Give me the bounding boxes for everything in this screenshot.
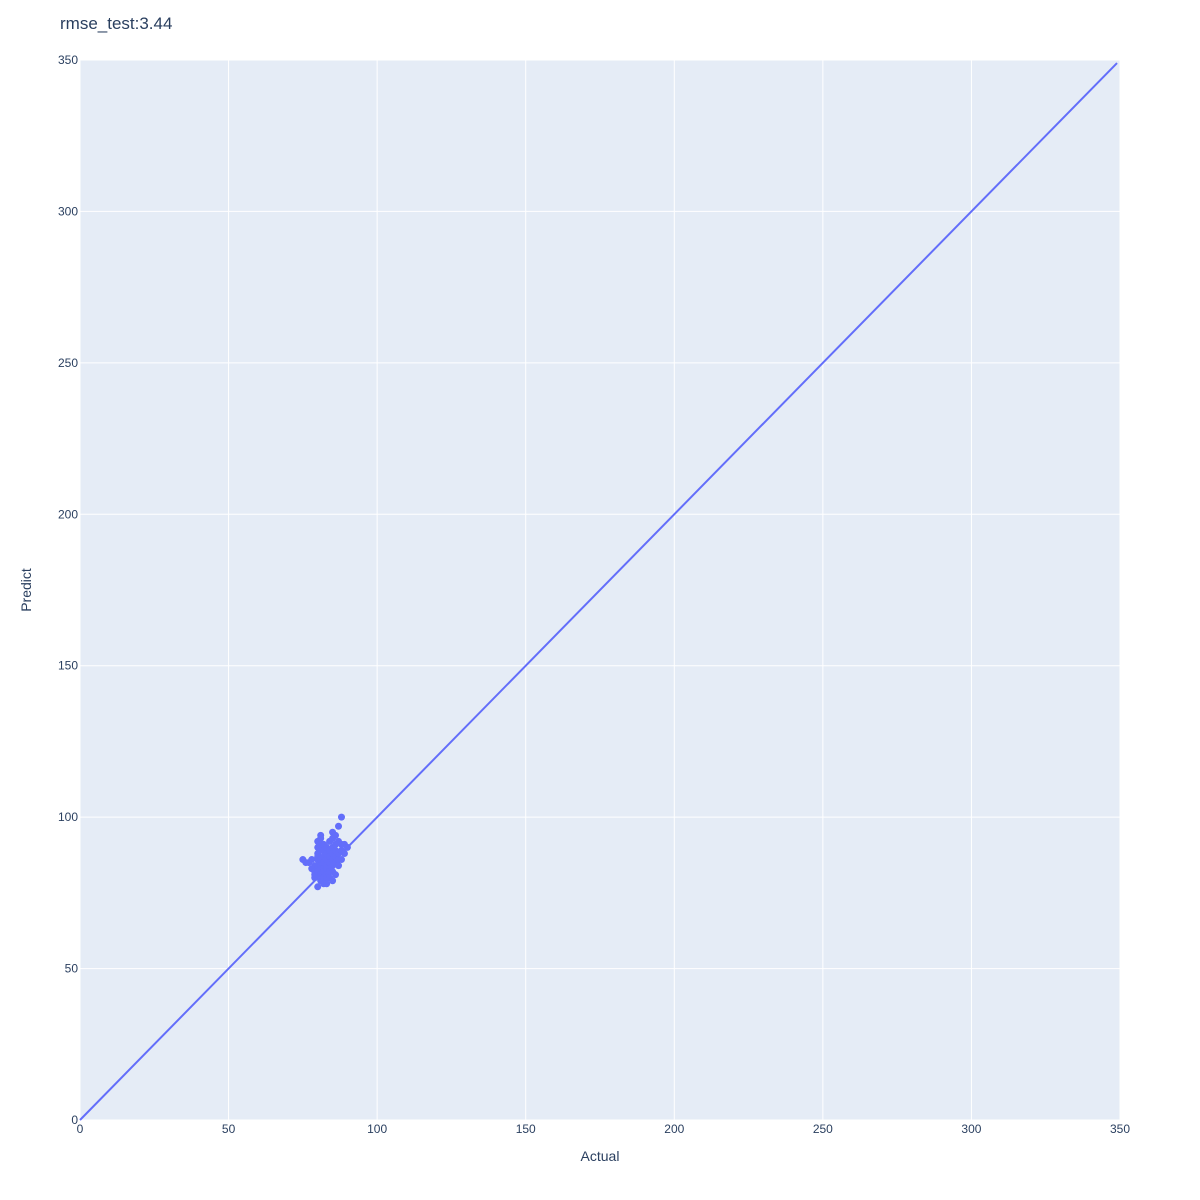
y-tick-label: 200 bbox=[58, 507, 78, 521]
y-tick-label: 350 bbox=[58, 53, 78, 67]
scatter-point[interactable] bbox=[311, 874, 319, 882]
reference-line-layer bbox=[79, 62, 1118, 1121]
y-tick-label: 0 bbox=[71, 1113, 78, 1127]
scatter-point[interactable] bbox=[337, 813, 345, 821]
x-tick-label: 300 bbox=[961, 1122, 981, 1136]
scatter-point[interactable] bbox=[308, 856, 316, 864]
x-tick-label: 50 bbox=[222, 1122, 236, 1136]
scatter-point[interactable] bbox=[332, 831, 340, 839]
x-tick-label: 100 bbox=[367, 1122, 387, 1136]
x-tick-label: 150 bbox=[516, 1122, 536, 1136]
scatter-point[interactable] bbox=[314, 883, 322, 891]
x-tick-label: 250 bbox=[813, 1122, 833, 1136]
x-tick-label: 350 bbox=[1110, 1122, 1130, 1136]
reference-line bbox=[79, 62, 1118, 1121]
scatter-points[interactable] bbox=[299, 813, 351, 891]
scatter-point[interactable] bbox=[335, 862, 343, 870]
y-axis-label: Predict bbox=[18, 568, 34, 612]
scatter-point[interactable] bbox=[343, 843, 351, 851]
chart-title: rmse_test:3.44 bbox=[60, 14, 172, 33]
scatter-point[interactable] bbox=[340, 849, 348, 857]
y-tick-labels: 0 50 100 150 200 250 300 350 bbox=[58, 53, 78, 1127]
y-tick-label: 250 bbox=[58, 356, 78, 370]
scatter-point[interactable] bbox=[335, 822, 343, 830]
scatter-point[interactable] bbox=[323, 880, 331, 888]
scatter-point[interactable] bbox=[337, 856, 345, 864]
y-tick-label: 150 bbox=[58, 659, 78, 673]
y-tick-label: 100 bbox=[58, 810, 78, 824]
x-tick-labels: 0 50 100 150 200 250 300 350 bbox=[77, 1122, 1131, 1136]
x-tick-label: 200 bbox=[664, 1122, 684, 1136]
x-axis-label: Actual bbox=[581, 1148, 620, 1164]
scatter-point[interactable] bbox=[329, 877, 337, 885]
scatter-point[interactable] bbox=[332, 871, 340, 879]
y-tick-label: 50 bbox=[65, 962, 79, 976]
grid-lines bbox=[79, 59, 1121, 1121]
x-tick-label: 0 bbox=[77, 1122, 84, 1136]
y-tick-label: 300 bbox=[58, 204, 78, 218]
scatter-point[interactable] bbox=[317, 834, 325, 842]
